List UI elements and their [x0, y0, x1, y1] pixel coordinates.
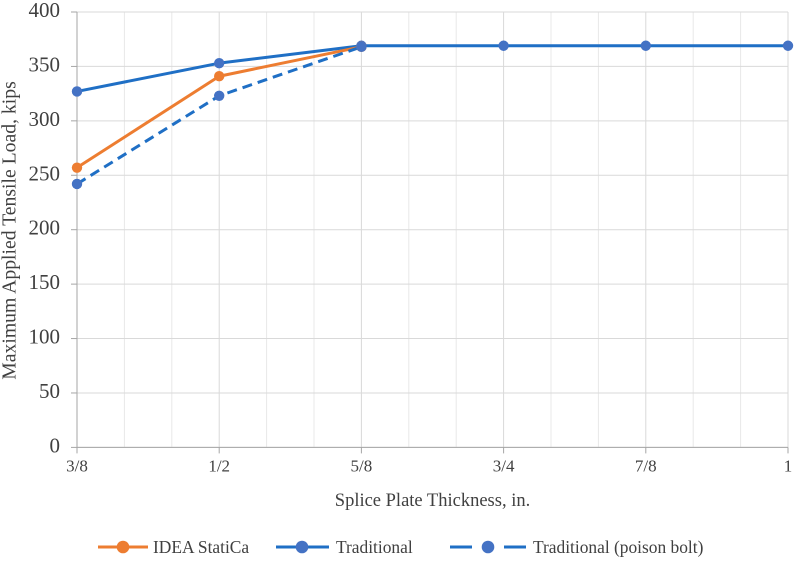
svg-text:Traditional (poison bolt): Traditional (poison bolt)	[533, 537, 704, 557]
svg-text:IDEA StatiCa: IDEA StatiCa	[153, 537, 249, 557]
svg-text:Traditional: Traditional	[336, 537, 413, 557]
